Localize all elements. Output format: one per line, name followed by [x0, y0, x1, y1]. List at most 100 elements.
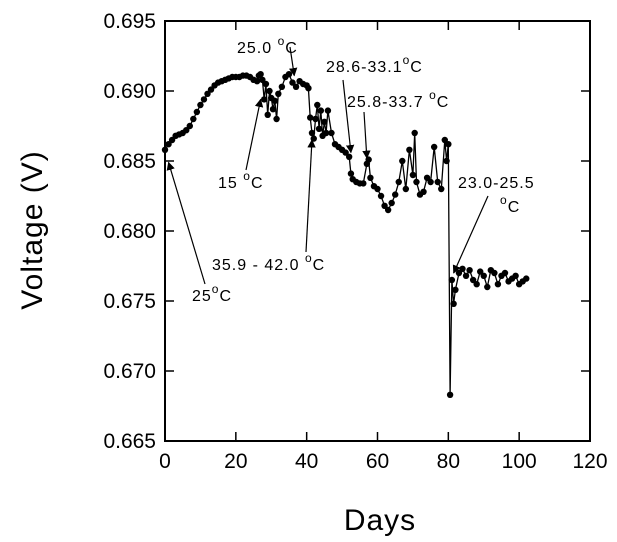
- data-point: [381, 202, 388, 209]
- data-point: [420, 188, 427, 195]
- data-point: [271, 97, 278, 105]
- series-line: [164, 73, 527, 395]
- annotation-unit: C: [219, 288, 232, 305]
- data-point: [168, 136, 176, 144]
- data-point: [501, 269, 509, 277]
- data-point: [406, 146, 413, 153]
- y-tick-label: 0.675: [103, 290, 156, 313]
- annotation-label: 25oC: [192, 282, 232, 305]
- y-tick-label: 0.685: [103, 150, 156, 173]
- data-point: [193, 108, 201, 116]
- data-point: [459, 265, 466, 272]
- data-point: [345, 153, 353, 160]
- annotation-arrow: [289, 46, 298, 77]
- annotation-degree: o: [243, 169, 251, 183]
- data-point: [523, 275, 530, 282]
- data-point: [484, 283, 491, 291]
- annotation-degree: o: [278, 34, 286, 48]
- data-point: [512, 272, 519, 279]
- data-point: [289, 79, 296, 86]
- data-point: [446, 391, 454, 398]
- data-point: [322, 129, 330, 137]
- annotation-text: 15: [218, 175, 243, 192]
- annotation-label: 25.0 oC: [237, 34, 298, 57]
- annotation-unit: C: [508, 199, 521, 216]
- data-point: [314, 101, 321, 109]
- annotation-label: 23.0-25.5: [458, 175, 535, 192]
- annotation-text: 28.6-33.1: [326, 59, 403, 76]
- annotation-arrow: [166, 161, 206, 285]
- data-point: [259, 76, 266, 84]
- annotation-text: 25: [192, 288, 212, 305]
- data-point: [266, 87, 273, 95]
- data-point: [494, 281, 502, 288]
- annotation-label: 25.8-33.7 oC: [347, 88, 449, 111]
- data-point: [253, 78, 261, 85]
- data-point: [450, 300, 457, 307]
- x-tick-label: 60: [366, 450, 389, 473]
- data-point: [278, 83, 286, 91]
- data-point: [360, 180, 367, 187]
- data-point: [347, 170, 355, 177]
- x-tick-label: 20: [224, 450, 247, 473]
- annotation-text: 25.8-33.7: [347, 94, 429, 111]
- data-point: [469, 276, 477, 284]
- data-point: [367, 174, 374, 181]
- data-point: [480, 272, 487, 279]
- data-point: [186, 122, 193, 130]
- x-tick-label: 120: [572, 450, 607, 473]
- data-point: [413, 178, 420, 186]
- data-point: [165, 141, 172, 148]
- data-point: [190, 115, 197, 123]
- series-points: [161, 71, 530, 398]
- annotation-degree: o: [500, 193, 508, 207]
- x-tick-label: 0: [159, 450, 171, 473]
- annotation-label: 28.6-33.1oC: [326, 53, 423, 76]
- annotation-label: 35.9 - 42.0 oC: [212, 251, 325, 274]
- data-point: [264, 111, 271, 119]
- annotation-text: 35.9 - 42.0: [212, 257, 305, 274]
- x-tick-label: 40: [295, 450, 318, 473]
- data-point: [402, 185, 410, 193]
- data-point: [399, 157, 406, 165]
- data-point: [466, 267, 473, 274]
- plot-border: [164, 20, 591, 442]
- data-point: [307, 114, 314, 121]
- data-point: [388, 199, 395, 207]
- data-point: [477, 268, 484, 275]
- annotation-degree: o: [403, 53, 411, 67]
- annotation-text: 23.0-25.5: [458, 175, 535, 192]
- data-point: [395, 178, 402, 186]
- data-point: [491, 269, 498, 277]
- data-point: [273, 115, 280, 123]
- y-tick-label: 0.665: [103, 430, 156, 453]
- data-point: [269, 106, 277, 113]
- data-point: [441, 136, 448, 144]
- data-point: [257, 71, 264, 78]
- data-point: [423, 174, 431, 181]
- data-point: [207, 86, 215, 93]
- annotation-unit: C: [285, 40, 298, 57]
- y-axis: 0.665 0.670 0.675 0.680 0.685 0.690 0.695: [103, 10, 590, 453]
- annotation-unit: C: [410, 59, 423, 76]
- data-point: [438, 185, 445, 193]
- series-polyline: [164, 73, 527, 395]
- data-point: [384, 206, 392, 214]
- data-point: [197, 101, 204, 109]
- data-point: [377, 192, 385, 200]
- y-tick-label: 0.670: [103, 360, 156, 383]
- data-point: [473, 281, 480, 288]
- data-point: [200, 96, 208, 103]
- data-point: [204, 90, 211, 98]
- annotation-unit: C: [313, 257, 326, 274]
- data-point: [292, 83, 300, 91]
- data-point: [328, 129, 335, 137]
- data-point: [462, 272, 470, 279]
- data-point: [285, 71, 293, 78]
- data-point: [324, 107, 332, 114]
- y-axis-title: Voltage (V): [16, 150, 49, 309]
- data-point: [443, 157, 450, 165]
- annotation-degree: o: [429, 88, 437, 102]
- data-point: [161, 146, 169, 153]
